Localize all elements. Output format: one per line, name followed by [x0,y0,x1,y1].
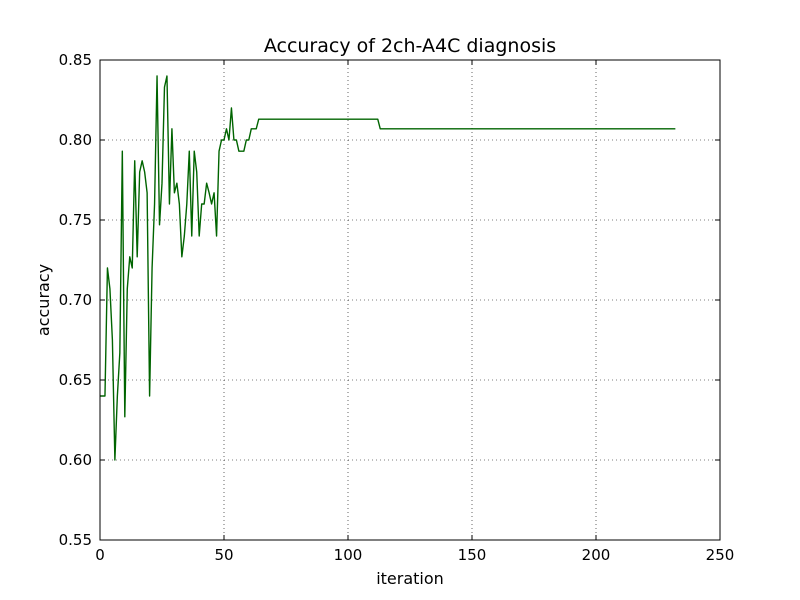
accuracy-series-line [100,75,676,461]
y-tick-label: 0.60 [59,451,92,469]
y-tick-label: 0.75 [59,211,92,229]
y-tick-label: 0.55 [59,531,92,549]
axis-ticks: 0 50 100 150 200 250 0.55 0.60 0.65 0.70 0.75 0.80 0… [59,51,735,564]
x-tick-label: 50 [214,546,233,564]
y-tick-label: 0.70 [59,291,92,309]
x-tick-label: 100 [334,546,363,564]
y-tick-label: 0.80 [59,131,92,149]
x-tick-label: 250 [706,546,735,564]
y-tick-label: 0.65 [59,371,92,389]
x-tick-label: 200 [582,546,611,564]
x-axis-label: iteration [376,569,444,588]
y-axis-label: accuracy [34,264,53,336]
x-tick-label: 150 [458,546,487,564]
series-layer [100,75,676,461]
x-tick-label: 0 [95,546,105,564]
grid-lines [100,60,720,540]
chart-title: Accuracy of 2ch-A4C diagnosis [264,35,556,57]
y-tick-label: 0.85 [59,51,92,69]
